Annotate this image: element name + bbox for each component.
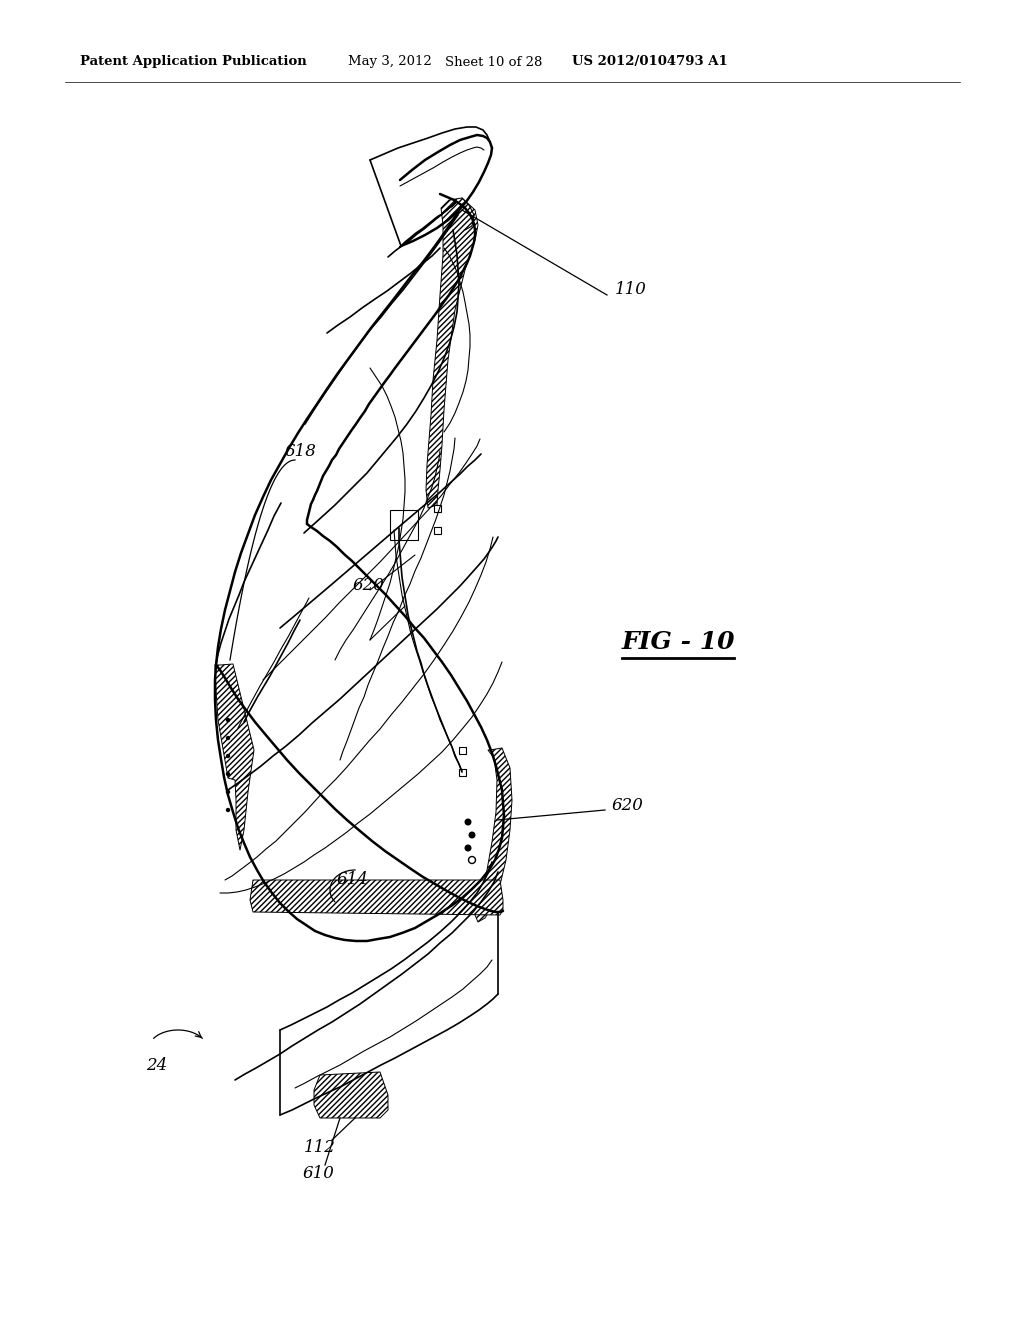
Circle shape: [465, 820, 471, 825]
Bar: [459, 768, 466, 776]
Bar: [433, 527, 440, 533]
Circle shape: [465, 845, 471, 851]
Text: Sheet 10 of 28: Sheet 10 of 28: [445, 55, 543, 69]
Text: 620: 620: [352, 577, 384, 594]
Circle shape: [226, 791, 229, 793]
Polygon shape: [475, 748, 512, 921]
Text: US 2012/0104793 A1: US 2012/0104793 A1: [572, 55, 728, 69]
Text: 110: 110: [615, 281, 647, 298]
Circle shape: [226, 718, 229, 722]
Polygon shape: [215, 664, 254, 850]
Text: 614: 614: [336, 871, 368, 888]
Circle shape: [469, 832, 475, 838]
Bar: [433, 504, 440, 511]
Text: May 3, 2012: May 3, 2012: [348, 55, 432, 69]
Circle shape: [226, 755, 229, 758]
Polygon shape: [314, 1072, 388, 1118]
Bar: [390, 510, 418, 540]
Text: 618: 618: [284, 444, 316, 461]
Bar: [459, 747, 466, 754]
Circle shape: [226, 808, 229, 812]
Text: 610: 610: [302, 1164, 334, 1181]
Polygon shape: [426, 198, 478, 508]
Text: FIG - 10: FIG - 10: [622, 630, 735, 653]
Text: Patent Application Publication: Patent Application Publication: [80, 55, 307, 69]
Circle shape: [226, 772, 229, 776]
Text: 112: 112: [304, 1139, 336, 1156]
Text: 24: 24: [146, 1056, 168, 1073]
Circle shape: [226, 737, 229, 739]
Polygon shape: [250, 880, 503, 915]
Text: 620: 620: [612, 796, 644, 813]
